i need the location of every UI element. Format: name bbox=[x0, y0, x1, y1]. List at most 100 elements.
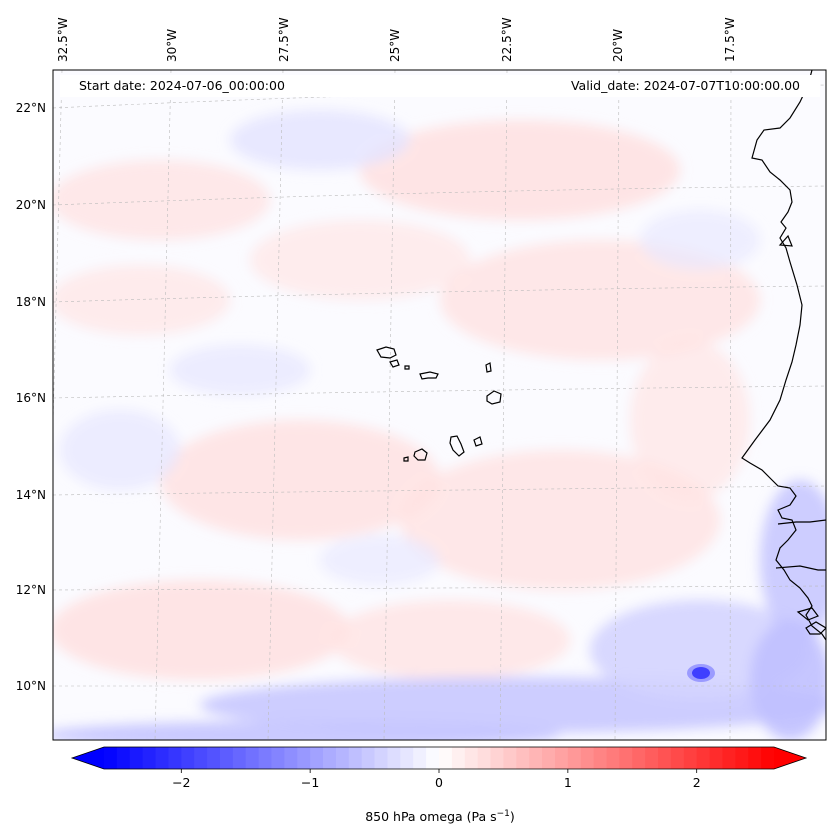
colorbar-segment bbox=[413, 747, 427, 769]
colorbar-segment bbox=[554, 747, 569, 769]
colorbar-segment bbox=[310, 747, 324, 769]
colorbar-label-end: ) bbox=[510, 809, 515, 824]
colorbar-tick-label: 1 bbox=[564, 775, 572, 790]
longitude-labels: 32.5°W 30°W 27.5°W 25°W 22.5°W 20°W 17.5… bbox=[56, 17, 737, 62]
colorbar-label-superscript: −1 bbox=[497, 809, 510, 819]
island-maio bbox=[473, 436, 483, 447]
colorbar-segment bbox=[104, 747, 118, 769]
island-sal bbox=[485, 362, 492, 373]
map-border bbox=[52, 69, 827, 741]
colorbar-segment bbox=[207, 747, 221, 769]
lon-label-25w: 25°W bbox=[388, 29, 402, 62]
colorbar-segment bbox=[529, 747, 543, 769]
colorbar-tick-label: −1 bbox=[301, 775, 319, 790]
colorbar-segment bbox=[168, 747, 182, 769]
omega-field bbox=[53, 110, 826, 740]
colorbar-segment bbox=[464, 747, 479, 769]
colorbar: −2 −1 0 1 2 850 hPa omega (Pa s−1) bbox=[70, 746, 808, 824]
coastlines bbox=[376, 70, 826, 641]
colorbar-segment bbox=[116, 747, 131, 769]
colorbar-segment bbox=[426, 747, 440, 769]
colorbar-segment bbox=[439, 747, 453, 769]
colorbar-segment bbox=[400, 747, 414, 769]
colorbar-segment bbox=[258, 747, 273, 769]
colorbar-segment bbox=[735, 747, 749, 769]
lon-label-30w: 30°W bbox=[165, 29, 179, 62]
colorbar-outline bbox=[70, 746, 808, 770]
colorbar-segment bbox=[696, 747, 711, 769]
island-fogo bbox=[413, 448, 428, 461]
colorbar-segment bbox=[335, 747, 350, 769]
colorbar-segment bbox=[323, 747, 337, 769]
colorbar-segment bbox=[219, 747, 234, 769]
colorbar-segment bbox=[619, 747, 633, 769]
colorbar-segment bbox=[567, 747, 582, 769]
colorbar-segment bbox=[516, 747, 530, 769]
colorbar-segment bbox=[297, 747, 311, 769]
lat-label-22n: 22°N bbox=[16, 101, 46, 115]
island-santa-luzia bbox=[404, 365, 410, 370]
island-sao-vicente bbox=[389, 359, 400, 368]
lat-label-18n: 18°N bbox=[16, 295, 46, 309]
colorbar-segment bbox=[271, 747, 285, 769]
colorbar-segment bbox=[374, 747, 389, 769]
header-box bbox=[60, 75, 820, 97]
colorbar-segment bbox=[129, 747, 144, 769]
lat-label-20n: 20°N bbox=[16, 198, 46, 212]
colorbar-segment bbox=[387, 747, 401, 769]
valid-date-label: Valid_date: 2024-07-07T10:00:00.00 bbox=[571, 78, 800, 93]
colorbar-segment bbox=[348, 747, 363, 769]
colorbar-extend-low bbox=[72, 747, 104, 769]
colorbar-segment bbox=[593, 747, 608, 769]
island-santiago bbox=[449, 435, 465, 457]
lon-label-22-5w: 22.5°W bbox=[500, 17, 514, 62]
colorbar-segment bbox=[181, 747, 195, 769]
island-sao-nicolau bbox=[419, 371, 439, 380]
colorbar-segment bbox=[477, 747, 492, 769]
lat-label-16n: 16°N bbox=[16, 391, 46, 405]
colorbar-segment bbox=[284, 747, 298, 769]
lat-label-14n: 14°N bbox=[16, 488, 46, 502]
colorbar-segment bbox=[194, 747, 208, 769]
gridlines bbox=[53, 70, 826, 740]
colorbar-segment bbox=[503, 747, 517, 769]
island-brava bbox=[403, 456, 409, 462]
african-coastline bbox=[741, 70, 826, 641]
colorbar-segment bbox=[245, 747, 260, 769]
colorbar-segment bbox=[683, 747, 698, 769]
colorbar-label-main: 850 hPa omega (Pa s bbox=[365, 809, 496, 824]
colorbar-tick-label: −2 bbox=[172, 775, 190, 790]
lon-label-17-5w: 17.5°W bbox=[723, 17, 737, 62]
colorbar-segment bbox=[645, 747, 659, 769]
island-boa-vista bbox=[486, 390, 502, 405]
colorbar-extend-high bbox=[774, 747, 806, 769]
lat-label-12n: 12°N bbox=[16, 583, 46, 597]
colorbar-tick-label: 0 bbox=[435, 775, 443, 790]
colorbar-segment bbox=[542, 747, 556, 769]
colorbar-segment bbox=[670, 747, 685, 769]
island-santo-antao bbox=[376, 346, 397, 359]
start-date-label: Start date: 2024-07-06_00:00:00 bbox=[79, 78, 285, 93]
colorbar-segments bbox=[104, 747, 775, 769]
lon-label-32-5w: 32.5°W bbox=[56, 17, 70, 62]
latitude-labels: 22°N 20°N 18°N 16°N 14°N 12°N 10°N bbox=[16, 101, 46, 693]
colorbar-segment bbox=[761, 747, 775, 769]
colorbar-segment bbox=[722, 747, 736, 769]
colorbar-segment bbox=[232, 747, 247, 769]
colorbar-segment bbox=[748, 747, 762, 769]
colorbar-segment bbox=[361, 747, 376, 769]
colorbar-segment bbox=[580, 747, 595, 769]
lon-label-27-5w: 27.5°W bbox=[277, 17, 291, 62]
colorbar-segment bbox=[451, 747, 466, 769]
colorbar-segment bbox=[606, 747, 620, 769]
colorbar-label: 850 hPa omega (Pa s−1) bbox=[365, 809, 515, 824]
colorbar-segment bbox=[155, 747, 170, 769]
colorbar-segment bbox=[632, 747, 646, 769]
colorbar-segment bbox=[709, 747, 724, 769]
colorbar-segment bbox=[658, 747, 672, 769]
lat-label-10n: 10°N bbox=[16, 679, 46, 693]
colorbar-ticks: −2 −1 0 1 2 bbox=[172, 769, 701, 790]
colorbar-segment bbox=[490, 747, 505, 769]
lon-label-20w: 20°W bbox=[611, 29, 625, 62]
